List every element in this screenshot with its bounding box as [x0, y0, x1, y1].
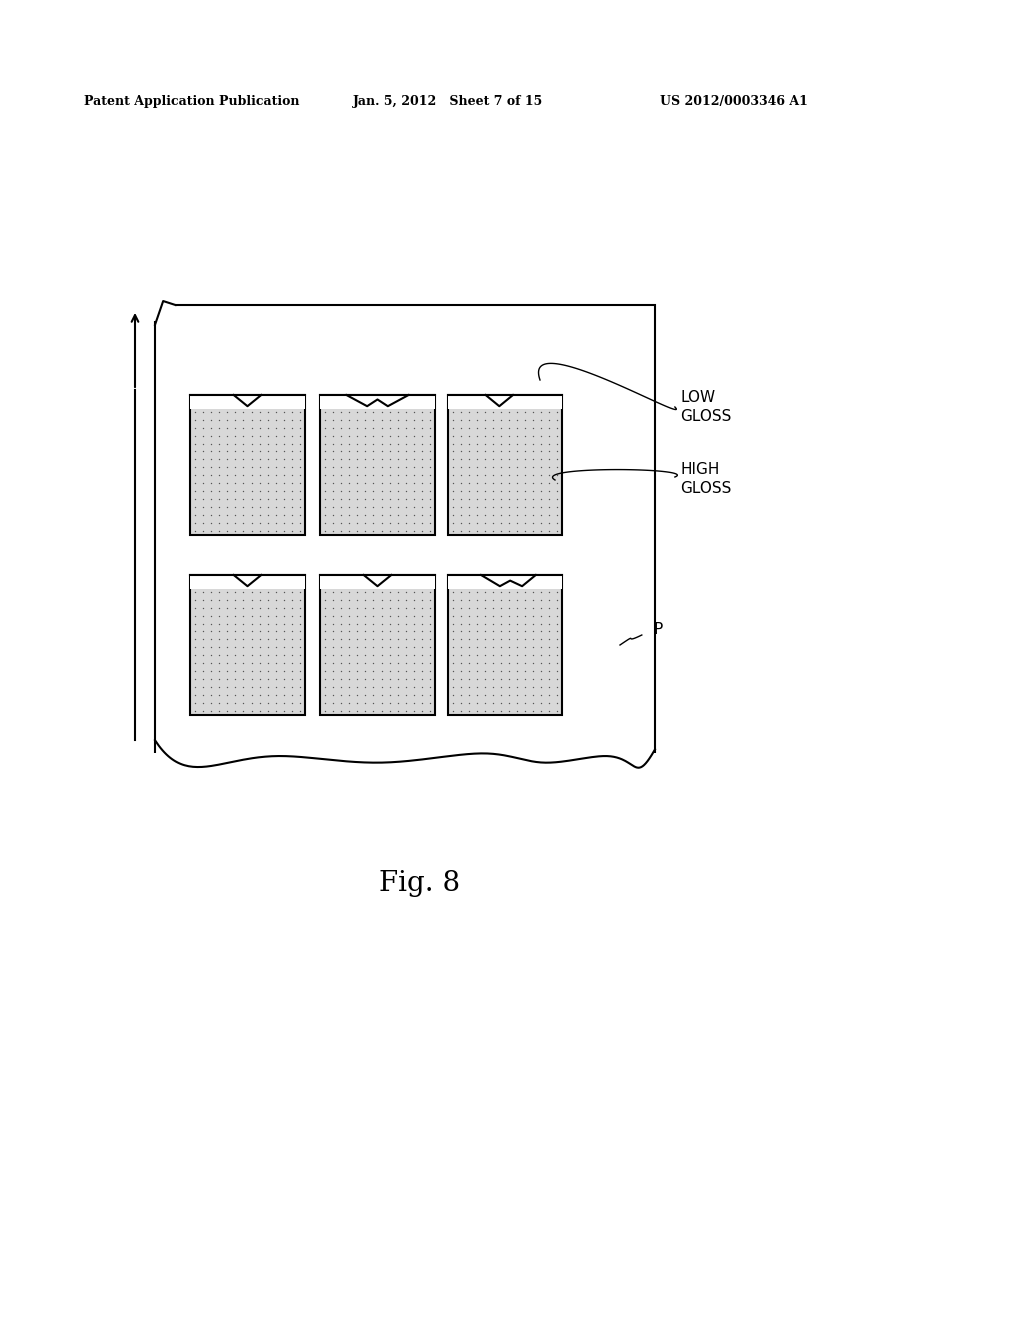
Bar [449, 395, 562, 535]
Bar [449, 395, 562, 409]
Bar [190, 395, 305, 535]
Text: US 2012/0003346 A1: US 2012/0003346 A1 [660, 95, 808, 108]
Bar [319, 576, 435, 589]
Text: HIGH
GLOSS: HIGH GLOSS [680, 462, 731, 495]
Bar [319, 576, 435, 715]
Bar [190, 576, 305, 715]
Bar [449, 576, 562, 715]
Bar [449, 576, 562, 589]
Text: Jan. 5, 2012   Sheet 7 of 15: Jan. 5, 2012 Sheet 7 of 15 [353, 95, 544, 108]
Text: Fig. 8: Fig. 8 [379, 870, 460, 898]
Bar [319, 395, 435, 535]
Text: LOW
GLOSS: LOW GLOSS [680, 389, 731, 424]
Bar [319, 395, 435, 409]
Bar [150, 300, 175, 321]
Bar [190, 395, 305, 409]
Text: Patent Application Publication: Patent Application Publication [84, 95, 299, 108]
Text: P: P [653, 623, 663, 638]
Bar [144, 754, 666, 793]
Bar [155, 305, 655, 760]
Bar [190, 576, 305, 589]
